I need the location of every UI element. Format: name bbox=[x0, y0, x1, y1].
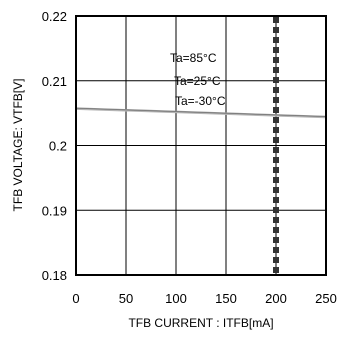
x-tick-label: 250 bbox=[315, 291, 337, 306]
temperature-annotation: Ta=-30°C bbox=[175, 94, 226, 108]
y-axis-label: TFB VOLTAGE: VTFB[V] bbox=[11, 79, 25, 212]
y-tick-label: 0.2 bbox=[49, 139, 67, 154]
series-lines bbox=[75, 107, 327, 119]
y-tick-label: 0.21 bbox=[42, 74, 67, 89]
y-tick-labels: 0.18 0.19 0.2 0.21 0.22 bbox=[42, 9, 67, 283]
series-line bbox=[75, 108, 327, 119]
x-tick-label: 0 bbox=[72, 291, 79, 306]
x-tick-labels: 0 50 100 150 200 250 bbox=[72, 291, 336, 306]
series-line bbox=[75, 107, 327, 118]
y-tick-label: 0.22 bbox=[42, 9, 67, 24]
plot-frame bbox=[75, 15, 327, 276]
x-axis-label: TFB CURRENT : ITFB[mA] bbox=[128, 316, 273, 330]
y-tick-label: 0.19 bbox=[42, 203, 67, 218]
temperature-annotation: Ta=85°C bbox=[170, 51, 217, 65]
x-tick-label: 50 bbox=[119, 291, 133, 306]
x-tick-label: 200 bbox=[265, 291, 287, 306]
annotations: Ta=85°C Ta=25°C Ta=-30°C bbox=[170, 51, 226, 108]
x-tick-label: 150 bbox=[215, 291, 237, 306]
x-tick-label: 100 bbox=[165, 291, 187, 306]
y-tick-label: 0.18 bbox=[42, 268, 67, 283]
temperature-annotation: Ta=25°C bbox=[174, 74, 221, 88]
series-line bbox=[75, 107, 327, 117]
